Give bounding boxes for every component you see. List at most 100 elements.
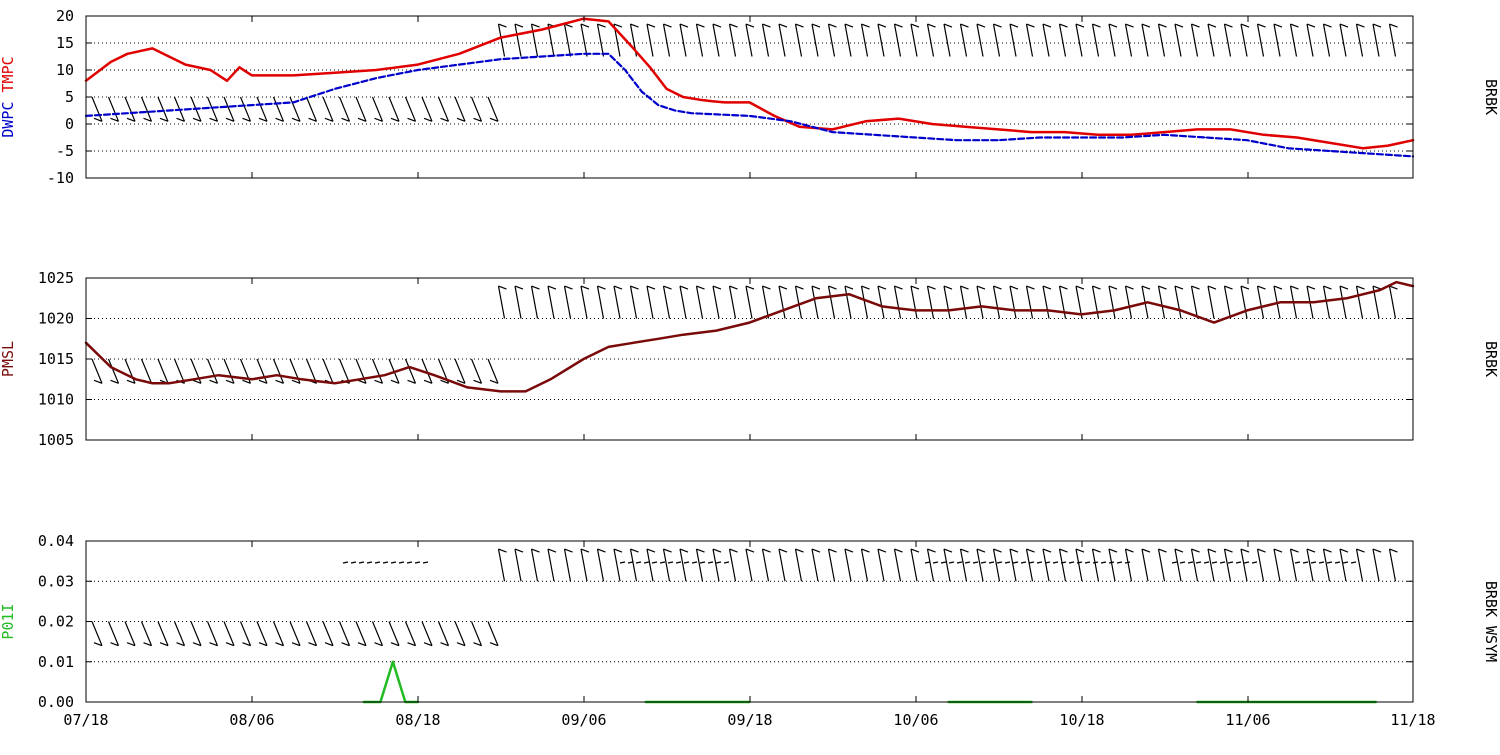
weather-symbol [707,561,714,564]
wind-barb-flag [613,23,623,28]
wind-barb-flag [341,117,350,122]
wind-barb-staff [1256,285,1265,319]
weather-symbol [1243,561,1250,564]
wind-barb-staff [1223,23,1232,57]
wind-barb-staff [728,285,737,319]
wind-barb-flag [679,548,689,553]
wind-barb-staff [1174,548,1182,582]
wind-barb-staff [943,23,951,57]
wind-barb-flag [696,23,705,28]
wind-barb-flag [110,379,119,384]
data-point-tmpc [898,118,900,120]
wind-barb-flag [1009,285,1019,290]
weather-symbol [1076,561,1083,564]
data-point-pmsl [1047,309,1049,311]
wind-barb-flag [531,548,540,553]
weather-symbol [1350,561,1357,564]
wind-barb-staff [1157,23,1166,57]
wind-barb-staff [745,285,753,319]
wind-barb-flag [176,642,185,647]
wind-barb-flag [613,548,623,553]
wind-barb-flag [976,548,986,553]
y-tick-label: 1005 [38,431,74,449]
wind-barb-flag [225,117,235,122]
wind-barb-staff [761,548,770,582]
wind-barb-flag [407,379,416,384]
wind-barb-flag [861,285,870,290]
weather-symbol [675,561,682,564]
wind-barb-staff [1289,23,1298,57]
data-point-tmpc [209,69,212,71]
wind-barb-flag [93,117,103,122]
wind-barb-staff [646,23,654,57]
wind-barb-staff [256,358,268,384]
data-point-pmsl [1080,313,1082,316]
x-tick-label: 11/18 [1390,711,1435,729]
wind-barb-flag [209,117,218,122]
wind-barb-staff [712,548,720,582]
wind-barb-staff [404,96,417,122]
wind-barb-flag [209,379,218,384]
wind-barb-flag [729,23,738,28]
data-point-dwpc [1329,150,1331,152]
data-point-tmpc [292,74,294,76]
wind-barb-staff [454,621,466,646]
wind-barb-flag [580,23,590,28]
wind-barb-staff [1075,23,1083,57]
wind-barb-flag [1092,548,1101,553]
weather-symbol [1195,561,1202,564]
data-point-tmpc [1097,134,1099,136]
wind-barb-flag [1290,285,1299,290]
wind-barb-flag [1042,23,1052,28]
wind-barb-staff [322,358,334,384]
y-axis-label-part: DWPC [0,102,17,138]
wind-barb-flag [1339,23,1349,28]
wind-barb-flag [1174,23,1184,28]
wind-barb-flag [258,642,268,647]
weather-symbol [382,561,389,564]
wind-barb-flag [390,642,400,647]
wind-barb-flag [811,285,821,290]
wind-barb-staff [223,358,235,384]
y-tick-label: 0.01 [38,653,74,671]
data-point-dwpc [748,115,751,117]
y-axis-label-part: TMPC [0,56,17,101]
data-point-pmsl [466,386,469,388]
wind-barb-flag [473,642,482,647]
wind-barb-staff [437,96,450,122]
data-point-dwpc [458,64,460,66]
wind-barb-flag [242,642,251,647]
wind-barb-flag [712,285,722,290]
data-point-tmpc [1064,131,1066,133]
weather-symbol [1235,561,1242,564]
data-point-dwpc [1039,136,1041,139]
weather-symbol [1028,561,1035,564]
wind-barb-flag [1174,285,1184,290]
x-tick-label: 10/06 [893,711,938,729]
wind-barb-flag [423,379,433,384]
wind-barb-flag [225,379,235,384]
series-pmsl [84,280,1415,393]
data-point-pmsl [251,378,253,380]
wind-barb-staff [1223,548,1232,582]
wind-barb-flag [1257,548,1266,553]
wind-barb-flag [564,285,573,290]
wind-barb-flag [844,23,854,28]
data-point-tmpc [1030,131,1033,133]
weather-symbol [390,561,397,564]
wind-barb-staff [223,96,235,122]
wind-barb-flag [1125,548,1134,553]
wind-barb-staff [712,285,720,319]
wind-barb-flag [811,23,821,28]
weather-symbol [1179,561,1186,564]
data-point-pmsl [682,334,684,336]
y-tick-label: 15 [56,34,74,52]
wind-barb-flag [1372,23,1382,28]
wind-barb-flag [597,285,606,290]
data-point-dwpc [956,139,958,141]
wind-barb-flag [242,379,251,384]
wind-barb-flag [811,548,821,553]
wind-barb-staff [107,358,120,384]
wind-barb-flag [828,285,837,290]
wind-barb-staff [305,621,318,646]
